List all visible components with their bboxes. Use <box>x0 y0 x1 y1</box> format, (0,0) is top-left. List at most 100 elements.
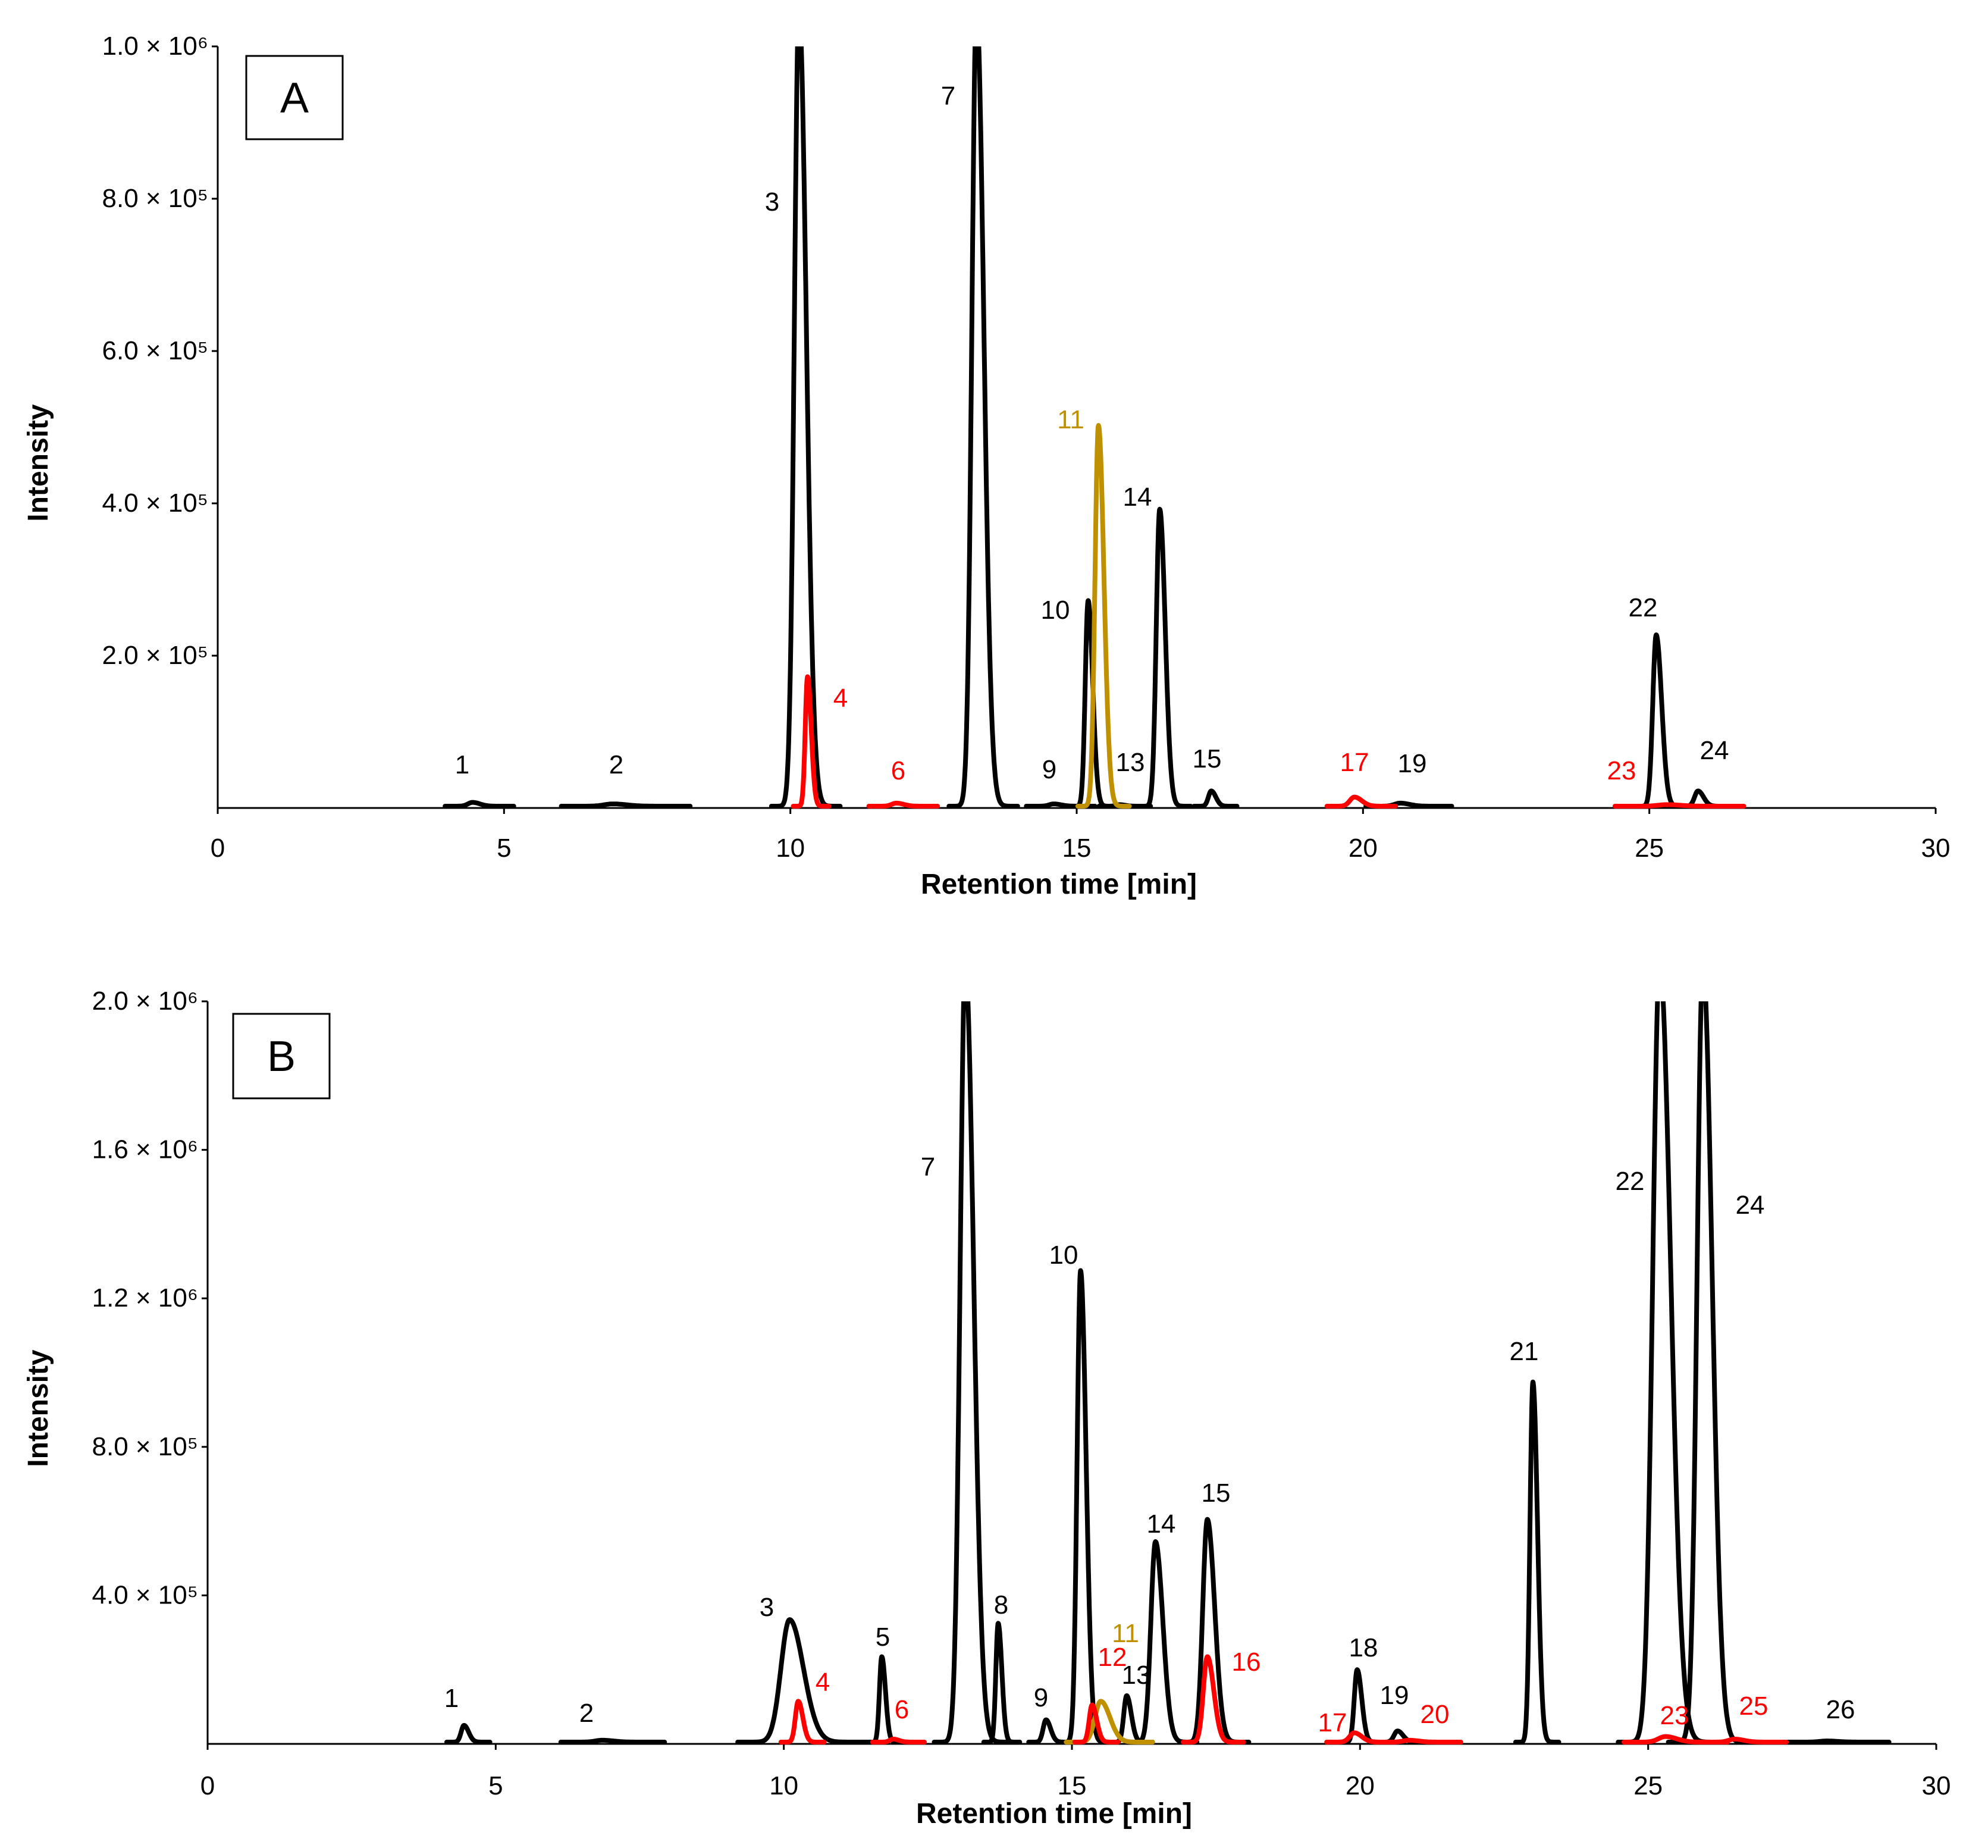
panel-letter-box <box>232 1013 331 1100</box>
peak-trace-14 <box>1136 506 1193 809</box>
peak-label-1: 1 <box>444 1684 459 1713</box>
peak-label-6: 6 <box>895 1695 909 1724</box>
peak-label-9: 9 <box>1034 1683 1048 1712</box>
x-tick-label: 25 <box>1633 1771 1663 1800</box>
peak-label-14: 14 <box>1123 483 1152 512</box>
peak-label-23: 23 <box>1660 1701 1689 1730</box>
peak-label-14: 14 <box>1147 1509 1176 1539</box>
peak-trace-4 <box>791 674 832 809</box>
x-tick-label: 5 <box>488 1771 503 1800</box>
peak-label-18: 18 <box>1349 1633 1378 1662</box>
peak-label-17: 17 <box>1318 1708 1347 1737</box>
panel-letter: A <box>280 74 309 122</box>
peak-trace-12 <box>1072 1702 1121 1744</box>
peak-trace-3 <box>735 1617 870 1744</box>
peak-label-24: 24 <box>1700 736 1729 765</box>
peak-trace-4 <box>778 1699 827 1744</box>
peak-label-11: 11 <box>1112 1619 1139 1648</box>
y-axis-title: Intensity <box>23 1349 54 1467</box>
peak-label-3: 3 <box>760 1593 774 1622</box>
peak-label-12: 12 <box>1098 1643 1127 1672</box>
peak-trace-2 <box>559 801 693 809</box>
x-tick-label: 10 <box>769 1771 798 1800</box>
y-tick-label: 6.0 × 10⁵ <box>102 336 209 365</box>
peak-label-21: 21 <box>1510 1337 1539 1366</box>
trace-group <box>443 46 1746 809</box>
peak-trace-16 <box>1181 1654 1246 1744</box>
y-tick-label: 8.0 × 10⁵ <box>102 184 209 213</box>
peak-label-15: 15 <box>1193 744 1222 773</box>
peak-label-7: 7 <box>941 82 955 111</box>
y-tick-label: 2.0 × 10⁶ <box>92 986 198 1016</box>
peak-label-22: 22 <box>1616 1167 1645 1196</box>
peak-trace-6 <box>870 1737 927 1744</box>
peak-trace-15 <box>1191 788 1240 809</box>
peak-label-15: 15 <box>1202 1479 1231 1508</box>
peak-trace-21 <box>1513 1379 1561 1744</box>
x-tick-label: 20 <box>1349 834 1378 863</box>
peak-label-22: 22 <box>1629 593 1658 622</box>
peak-label-13: 13 <box>1122 1661 1151 1690</box>
x-tick-label: 5 <box>497 834 511 863</box>
peak-trace-26 <box>1783 1739 1892 1744</box>
peak-trace-7 <box>946 46 1020 809</box>
y-axis-title: Intensity <box>23 404 54 522</box>
peak-trace-17 <box>1324 794 1399 809</box>
peak-label-13: 13 <box>1116 748 1145 777</box>
x-tick-label: 30 <box>1921 834 1951 863</box>
peak-label-26: 26 <box>1826 1695 1855 1724</box>
peak-label-1: 1 <box>455 750 469 779</box>
y-tick-label: 1.6 × 10⁶ <box>92 1135 198 1164</box>
peak-trace-6 <box>866 800 940 809</box>
peak-label-23: 23 <box>1607 756 1636 785</box>
x-tick-label: 0 <box>200 1771 215 1800</box>
peak-trace-2 <box>558 1737 667 1744</box>
peak-label-11: 11 <box>1057 405 1084 434</box>
peak-label-8: 8 <box>994 1590 1008 1620</box>
x-axis-title: Retention time [min] <box>921 869 1197 900</box>
peak-label-10: 10 <box>1041 596 1070 625</box>
peak-trace-1 <box>444 1722 493 1744</box>
peak-label-4: 4 <box>833 684 848 713</box>
peak-trace-11 <box>1075 423 1132 809</box>
peak-trace-7 <box>932 1001 1015 1744</box>
y-tick-label: 8.0 × 10⁵ <box>92 1432 199 1461</box>
x-tick-label: 25 <box>1635 834 1664 863</box>
peak-label-2: 2 <box>579 1699 594 1728</box>
x-tick-label: 30 <box>1922 1771 1951 1800</box>
y-tick-label: 4.0 × 10⁵ <box>102 488 209 518</box>
trace-group <box>444 1001 1892 1744</box>
peak-trace-8 <box>981 1621 1023 1744</box>
x-tick-label: 15 <box>1058 1771 1087 1800</box>
peak-label-4: 4 <box>816 1668 830 1697</box>
peak-label-16: 16 <box>1232 1647 1261 1677</box>
x-tick-label: 15 <box>1062 834 1092 863</box>
peak-label-24: 24 <box>1736 1191 1765 1220</box>
x-tick-label: 0 <box>211 834 225 863</box>
peak-label-19: 19 <box>1398 749 1427 778</box>
y-tick-label: 2.0 × 10⁵ <box>102 641 209 670</box>
peak-label-9: 9 <box>1042 755 1056 784</box>
y-tick-label: 1.2 × 10⁶ <box>92 1283 198 1313</box>
x-tick-label: 20 <box>1346 1771 1375 1800</box>
panel-letter: B <box>267 1033 296 1080</box>
peak-label-25: 25 <box>1739 1692 1768 1721</box>
peak-label-10: 10 <box>1049 1241 1078 1270</box>
peak-label-20: 20 <box>1421 1700 1450 1729</box>
peak-label-2: 2 <box>609 750 623 779</box>
panel-a-chart: 0 5 10 15 20 25 30 2.0 × 10⁵ 4.0 × 10⁵ 6.0 × 10⁵ 8… <box>23 32 1951 900</box>
x-axis-title: Retention time [min] <box>916 1798 1192 1830</box>
peak-label-19: 19 <box>1380 1681 1409 1710</box>
peak-trace-20 <box>1372 1737 1463 1744</box>
peak-label-5: 5 <box>876 1623 890 1652</box>
peak-trace-1 <box>443 800 516 809</box>
peak-label-3: 3 <box>765 187 779 217</box>
peak-trace-25 <box>1697 1737 1789 1744</box>
x-tick-label: 10 <box>776 834 805 863</box>
panel-letter-box <box>245 55 344 140</box>
peak-label-17: 17 <box>1340 748 1369 777</box>
y-tick-label: 1.0 × 10⁶ <box>102 32 208 61</box>
